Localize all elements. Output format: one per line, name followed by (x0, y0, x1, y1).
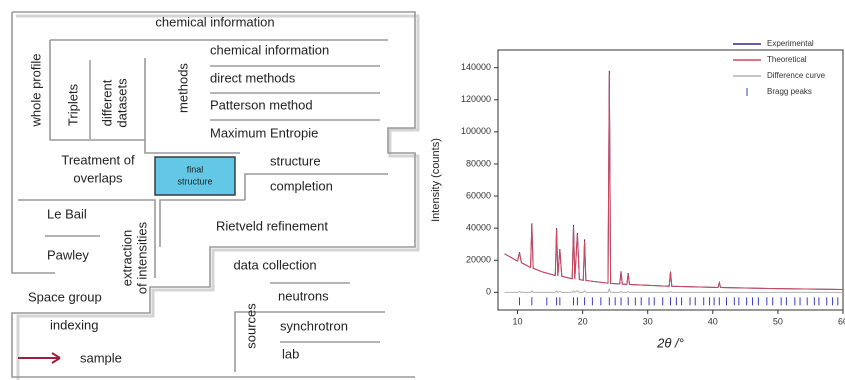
legend-label: Experimental (767, 39, 814, 48)
source: lab (282, 346, 299, 361)
rietveld-box (159, 199, 245, 247)
x-tick-label: 40 (708, 316, 718, 326)
plot-frame (497, 49, 844, 311)
y-tick-label: 80000 (466, 158, 491, 168)
whole-profile: whole profile (28, 54, 43, 128)
completion: completion (270, 178, 333, 193)
treatment-label: Treatment of (61, 152, 135, 167)
triplets: Triplets (65, 83, 80, 126)
methods-box (144, 58, 240, 154)
final-structure-box (154, 156, 236, 196)
method: Maximum Entropie (210, 125, 318, 140)
different-datasets: datasets (114, 78, 129, 128)
treatment-label: overlaps (73, 170, 123, 185)
legend-label: Theoretical (767, 55, 807, 64)
final-structure: final (187, 164, 204, 174)
different-datasets: different (99, 79, 114, 126)
box-shadow (16, 14, 420, 380)
top-label: chemical information (155, 14, 274, 29)
structure: structure (270, 153, 321, 168)
method: chemical information (210, 42, 329, 57)
source: synchrotron (280, 318, 348, 333)
legend-label: Difference curve (767, 71, 826, 80)
x-tick-label: 50 (773, 316, 783, 326)
arrow-head (51, 352, 61, 364)
method: direct methods (210, 70, 296, 85)
y-tick-label: 120000 (461, 94, 491, 104)
y-tick-label: 40000 (466, 223, 491, 233)
y-tick-label: 100000 (461, 126, 491, 136)
y-tick-label: 140000 (461, 62, 491, 72)
legend-label: Bragg peaks (767, 87, 812, 96)
y-axis-label: Intensity (counts) (430, 138, 442, 222)
extraction-box (18, 199, 156, 278)
le-bail: Le Bail (47, 206, 87, 221)
pawley: Pawley (47, 247, 89, 262)
space-group: Space group (28, 289, 102, 304)
x-tick-label: 60 (838, 316, 845, 326)
extraction: extraction (119, 230, 134, 286)
source: neutrons (278, 288, 329, 303)
method: Patterson method (210, 97, 313, 112)
data-collection: data collection (233, 257, 316, 272)
y-tick-label: 60000 (466, 190, 491, 200)
x-axis-label: 2θ /° (656, 335, 684, 350)
series-line (504, 74, 844, 290)
rietveld: Rietveld refinement (216, 218, 328, 233)
sample: sample (80, 350, 122, 365)
x-tick-label: 20 (578, 316, 588, 326)
methods: methods (175, 63, 190, 113)
sources-box (234, 311, 385, 372)
chart: 0 20000 40000 60000 80000 100000 120000 140000 1… (430, 39, 845, 350)
indexing: indexing (50, 317, 98, 332)
x-tick-label: 10 (513, 316, 523, 326)
final-structure: structure (177, 176, 212, 186)
series-line (504, 70, 844, 290)
x-tick-label: 30 (643, 316, 653, 326)
y-tick-label: 20000 (466, 255, 491, 265)
series-line (504, 287, 843, 294)
sources: sources (243, 303, 258, 349)
outer-box (11, 11, 416, 378)
completion-box (244, 173, 388, 200)
y-tick-label: 0 (486, 287, 491, 297)
extraction: of intensities (134, 221, 149, 294)
left-box (11, 12, 55, 274)
methods-frame (49, 39, 388, 141)
diagram: chemical information whole profile Tripl… (11, 11, 420, 380)
